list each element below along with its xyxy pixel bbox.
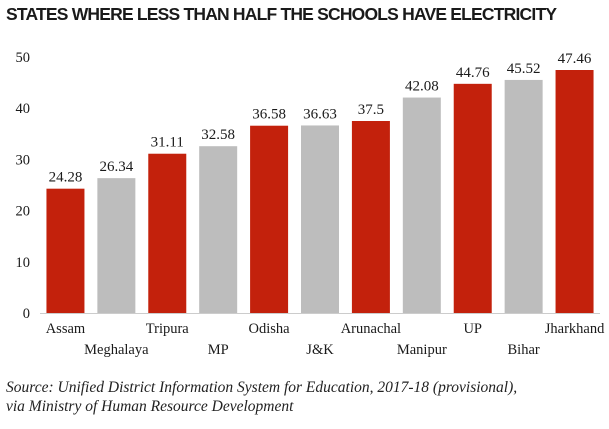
bar (250, 125, 289, 313)
y-tick-label: 40 (16, 101, 31, 117)
bar (402, 97, 441, 313)
bar (46, 188, 85, 313)
y-tick-label: 10 (16, 255, 31, 271)
value-labels: 24.28 26.34 31.11 32.58 36.58 36.63 37.5 42.08 4… (49, 51, 592, 186)
bar (301, 125, 339, 313)
chart-title: STATES WHERE LESS THAN HALF THE SCHOOLS … (6, 4, 557, 24)
bar (199, 146, 238, 313)
bar (97, 178, 136, 313)
data-label: 36.58 (252, 107, 286, 123)
x-tick-label: UP (463, 321, 482, 337)
data-label: 36.63 (303, 106, 337, 122)
x-tick-label: Tripura (146, 321, 190, 337)
source-line-2: via Ministry of Human Resource Developme… (6, 398, 294, 415)
data-label: 47.46 (558, 51, 592, 67)
data-label: 45.52 (507, 61, 541, 77)
data-label: 32.58 (201, 127, 235, 143)
bar (148, 153, 187, 313)
x-tick-label: MP (208, 342, 229, 358)
x-tick-label: J&K (306, 342, 334, 358)
data-label: 37.5 (358, 102, 384, 118)
bar (504, 79, 543, 314)
x-tick-label: Jharkhand (545, 321, 605, 337)
x-tick-label: Odisha (249, 321, 291, 337)
x-tick-label: Meghalaya (84, 342, 149, 358)
bar (453, 83, 492, 313)
y-axis: 0 10 20 30 40 50 (16, 50, 31, 322)
x-tick-label: Manipur (397, 342, 447, 358)
data-label: 31.11 (151, 135, 184, 151)
bars (40, 70, 600, 314)
x-tick-label: Bihar (508, 342, 540, 358)
y-tick-label: 0 (23, 306, 30, 322)
y-tick-label: 20 (16, 204, 31, 220)
data-label: 42.08 (405, 79, 439, 95)
data-label: 26.34 (99, 159, 133, 175)
data-label: 24.28 (49, 170, 83, 186)
source-note: Source: Unified District Information Sys… (6, 378, 606, 416)
bar (351, 121, 390, 313)
x-tick-label: Arunachal (341, 321, 401, 337)
source-line-1: Source: Unified District Information Sys… (6, 379, 518, 396)
bar (555, 70, 594, 314)
x-tick-label: Assam (46, 321, 86, 337)
x-axis-labels: Assam Meghalaya Tripura MP Odisha J&K Arunacha… (46, 321, 605, 358)
data-label: 44.76 (456, 65, 490, 81)
y-tick-label: 50 (16, 50, 31, 66)
y-tick-label: 30 (16, 152, 31, 168)
